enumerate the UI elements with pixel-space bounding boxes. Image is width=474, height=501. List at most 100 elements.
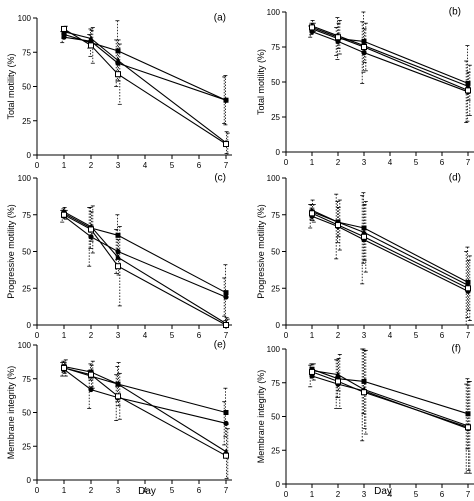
y-tick-label: 100 [18,174,32,183]
data-point [88,371,94,378]
series-square-filled [309,11,471,122]
x-tick-label: 1 [62,161,67,170]
chart-panel-5: 0 25 50 75 100 0 1 2 3 4 5 6 7 Membrane integrity (%)… [256,343,474,499]
x-tick-label: 5 [414,490,419,499]
y-axis-label: Total motility (%) [6,53,16,119]
x-tick-label: 3 [116,331,121,340]
x-tick-label: 0 [35,161,40,170]
y-tick-label: 25 [271,284,280,293]
x-tick-label: 6 [440,331,445,340]
series-square-filled [61,360,229,438]
data-point [309,24,315,31]
x-tick-label: 4 [143,486,148,495]
data-point [115,381,121,387]
y-axis-label: Progressive motility (%) [256,204,266,299]
y-tick-label: 0 [276,480,281,489]
series-square-open [61,25,230,156]
x-tick-label: 1 [310,331,315,340]
data-point [88,386,94,393]
series-square-open [61,359,230,481]
panel-label: (c) [214,172,226,183]
y-axis-label: Membrane integrity (%) [6,366,16,460]
x-tick-label: 1 [62,331,67,340]
data-point [465,285,471,292]
y-tick-label: 100 [267,345,281,354]
y-tick-label: 100 [267,8,281,17]
data-point [115,71,121,78]
x-tick-label: 5 [170,486,175,495]
series-line [311,215,469,292]
data-point [115,248,121,255]
x-tick-label: 3 [362,331,367,340]
x-tick-label: 4 [388,490,393,499]
x-tick-label: 2 [336,490,341,499]
y-tick-label: 25 [271,446,280,455]
series-triangle-filled [309,199,471,311]
x-tick-label: 7 [224,486,229,495]
panel-label: (b) [449,6,461,17]
series-circle-filled [60,31,229,124]
series-line [311,368,469,415]
series-line [311,209,469,286]
x-tick-label: 7 [466,490,471,499]
data-point [361,225,367,231]
data-point [335,222,341,229]
data-point [115,57,121,63]
y-axis-label: Total motility (%) [256,49,266,115]
y-axis-label: Membrane integrity (%) [256,370,266,464]
x-tick-label: 0 [284,158,289,167]
x-tick-label: 6 [440,490,445,499]
x-tick-label: 2 [336,331,341,340]
x-tick-label: 2 [89,161,94,170]
data-point [361,44,367,50]
x-tick-label: 3 [362,490,367,499]
y-tick-label: 25 [271,113,280,122]
x-tick-label: 4 [143,161,148,170]
y-tick-label: 75 [22,48,31,57]
x-tick-label: 2 [336,158,341,167]
series-circle-filled [308,193,471,326]
data-point [223,290,229,296]
panel-label: (e) [214,339,226,350]
x-tick-label: 5 [170,331,175,340]
x-tick-label: 6 [197,486,202,495]
chart-panel-1: 0 25 50 75 100 0 1 2 3 4 5 6 7 Total motility (%) (b) [256,6,474,167]
data-point [88,226,94,233]
panel-label: (a) [214,12,226,23]
series-line [63,31,227,144]
y-tick-label: 75 [271,379,280,388]
x-tick-label: 3 [362,158,367,167]
series-line [63,211,227,324]
data-point [223,141,229,148]
x-tick-label: 5 [170,161,175,170]
series-square-open [309,199,472,321]
x-tick-label: 4 [388,158,393,167]
x-axis-label-day-left: Day [138,486,156,497]
chart-panel-3: 0 25 50 75 100 0 1 2 3 4 5 6 7 Progressive motility (… [256,172,474,340]
series-line [63,214,227,326]
chart-panel-2: 0 25 50 75 100 0 1 2 3 4 5 6 7 Progressive motility (… [6,172,232,340]
y-tick-label: 75 [22,375,31,384]
x-tick-label: 6 [440,158,445,167]
panel-label: (d) [449,172,461,183]
series-line [63,36,227,101]
data-point [115,254,121,260]
y-tick-label: 25 [22,117,31,126]
x-tick-label: 0 [35,331,40,340]
y-tick-label: 50 [271,78,280,87]
x-tick-label: 7 [224,161,229,170]
data-point [361,233,367,240]
y-tick-label: 0 [27,321,32,330]
y-axis-label: Progressive motility (%) [6,204,16,299]
x-tick-label: 0 [284,331,289,340]
data-point [223,97,229,103]
series-line [311,212,469,289]
data-point [361,378,367,384]
series-line [63,33,227,101]
y-tick-label: 75 [271,211,280,220]
x-tick-label: 1 [310,158,315,167]
data-point [88,234,94,240]
x-tick-label: 3 [116,161,121,170]
